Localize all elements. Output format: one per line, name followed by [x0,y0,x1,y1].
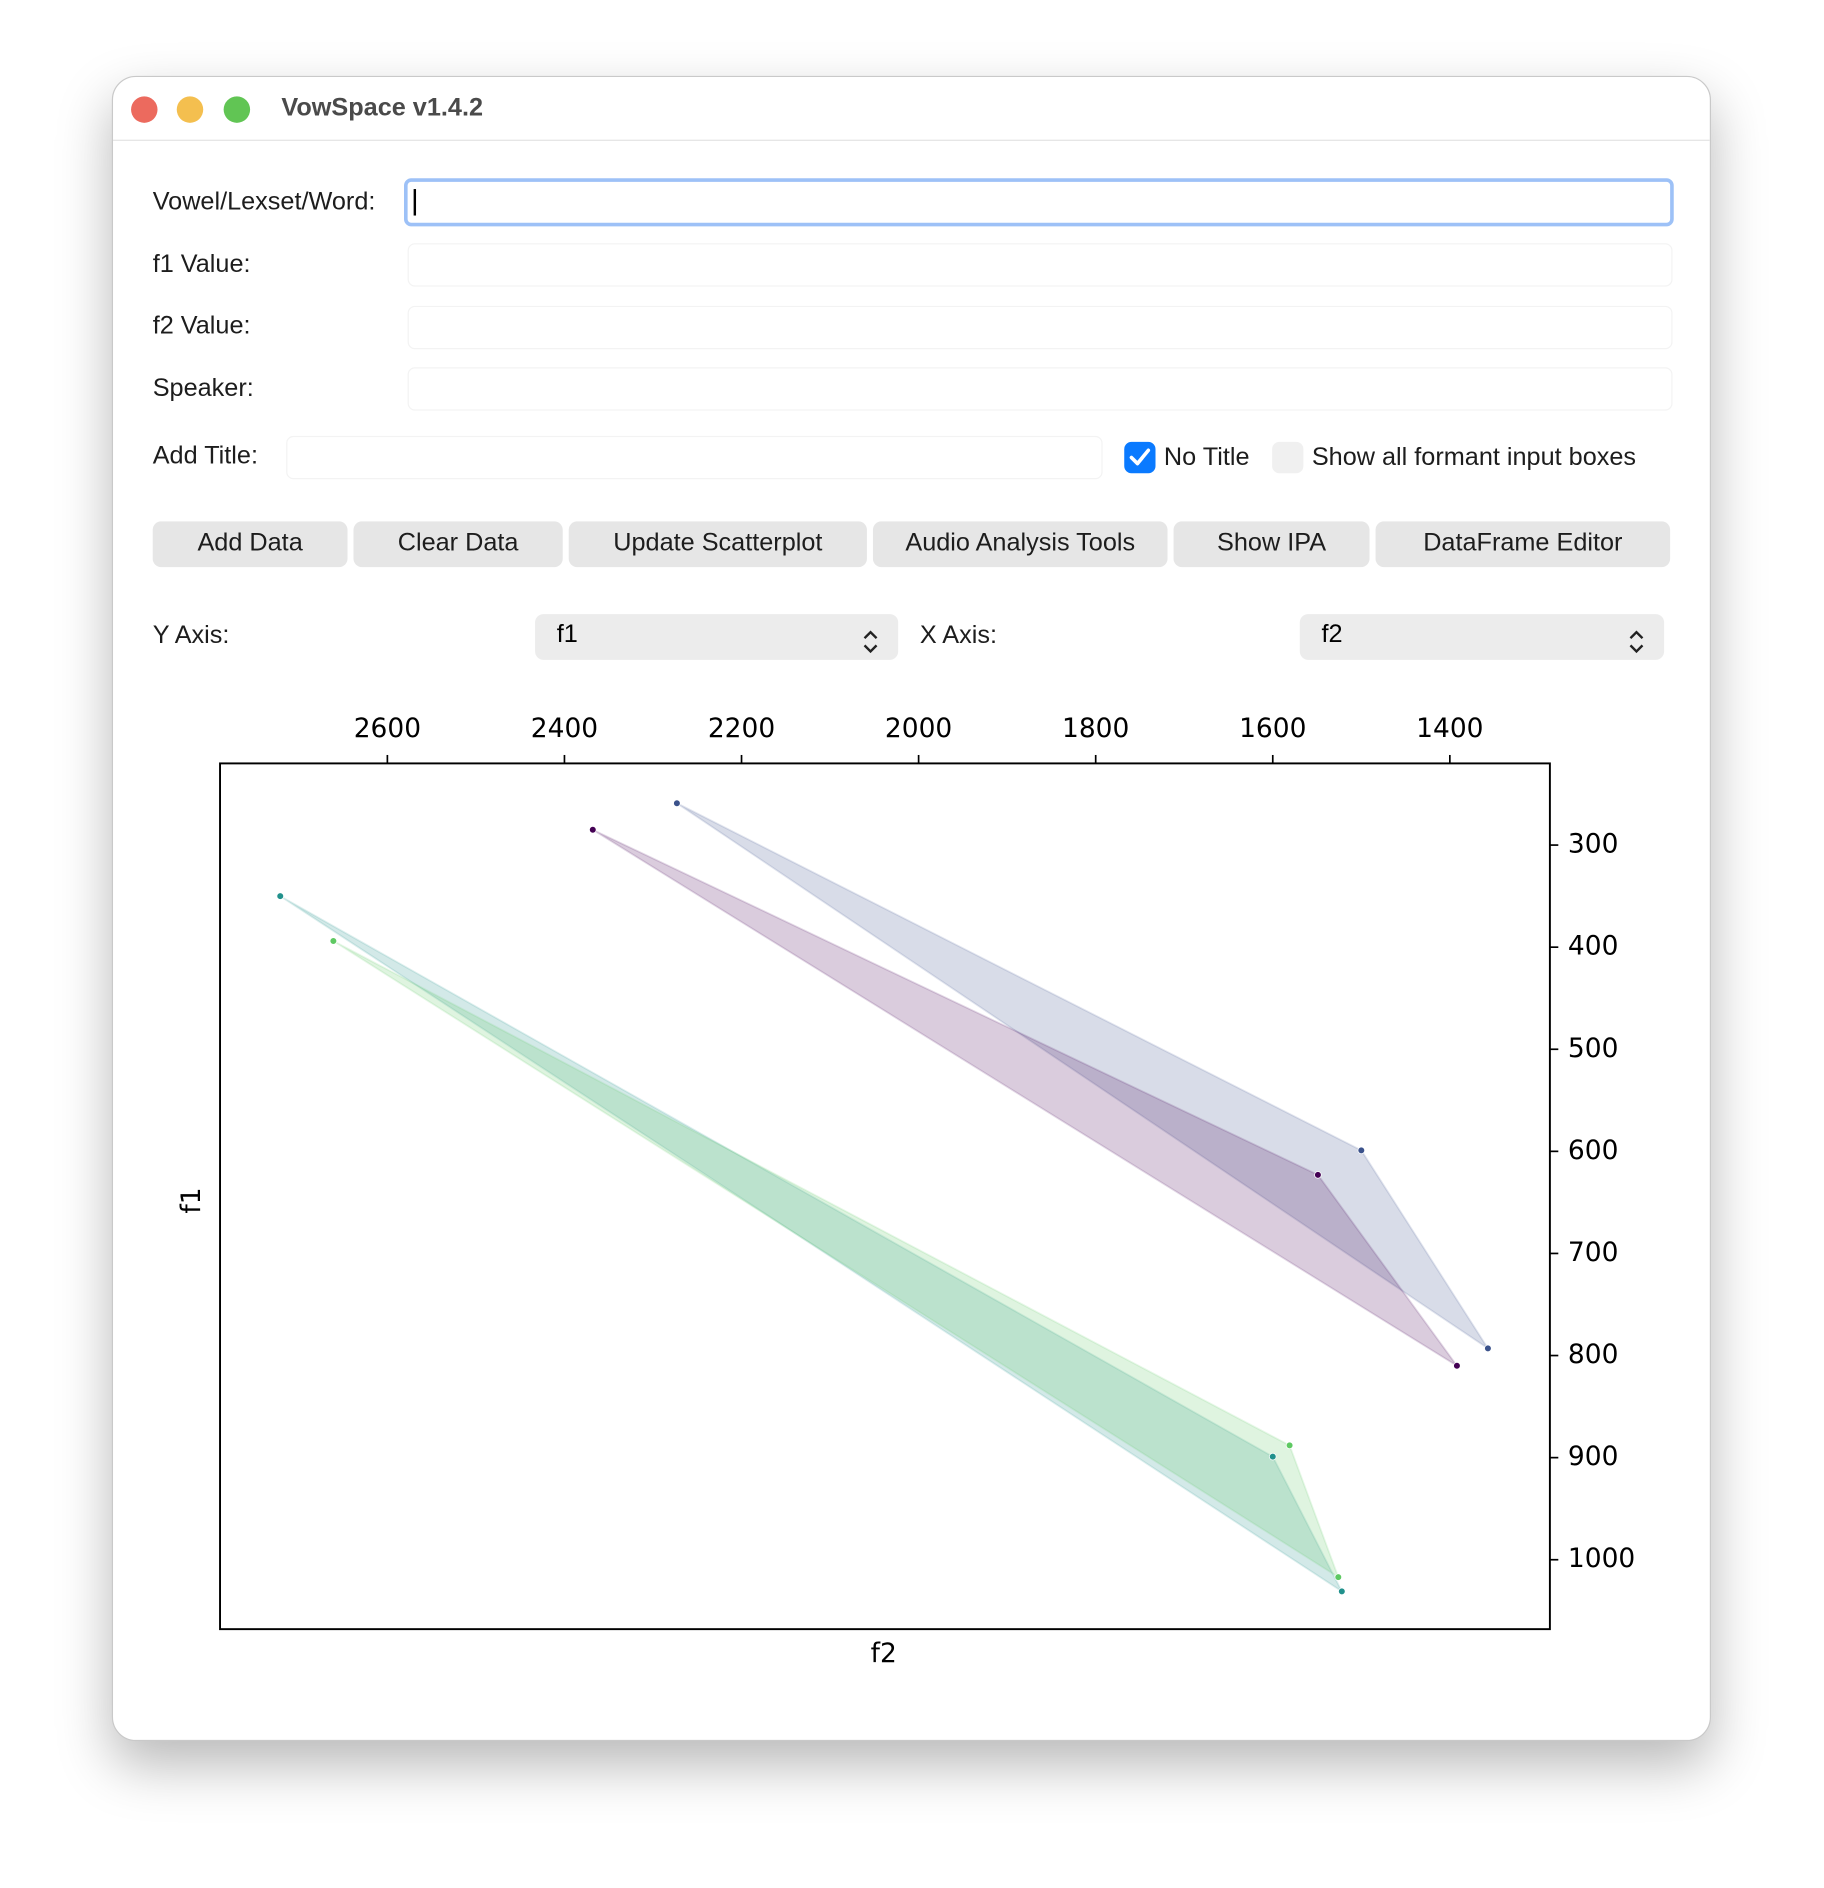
plot-frame [219,762,1551,1631]
vowel-space-area [676,802,1489,1350]
text-input[interactable] [407,305,1673,350]
field-label: Vowel/Lexset/Word: [152,187,376,216]
dropdown[interactable]: f2 [1299,614,1665,660]
checkbox[interactable] [1272,441,1304,474]
minimize-button[interactable] [176,96,204,123]
selector-label: Y Axis: [152,621,230,650]
y-tick-label: 500 [1568,1033,1618,1064]
x-tick-label: 2400 [531,713,598,744]
text-input[interactable] [407,367,1673,411]
y-tick-label: 400 [1568,931,1618,962]
field-label: f2 Value: [152,311,251,340]
data-point [276,892,284,900]
text-input[interactable] [407,243,1673,287]
window: VowSpace v1.4.2 Vowel/Lexset/Word: f1 Va… [111,75,1712,1742]
x-tick-label: 2200 [708,713,775,744]
dropdown-arrow [862,626,879,667]
text-input[interactable] [286,435,1103,480]
field-label: Add Title: [152,441,258,470]
vowel-space-area [279,895,1345,1594]
x-tick-label: 1400 [1416,713,1483,744]
x-tick-label: 1600 [1239,713,1306,744]
data-point [1334,1573,1343,1581]
data-point [1453,1362,1461,1370]
data-point [1357,1146,1366,1155]
field-label: Speaker: [152,374,254,403]
dropdown-value: f2 [1321,620,1343,648]
x-axis-label: f2 [871,1638,897,1669]
data-point [1484,1344,1492,1353]
button[interactable]: Audio Analysis Tools [872,521,1168,568]
y-tick-label: 700 [1568,1237,1618,1268]
title-bar: VowSpace v1.4.2 [113,77,1710,141]
vowel-space-area [332,940,1341,1580]
checkbox-label: No Title [1163,443,1250,471]
x-tick-label: 2600 [354,713,421,744]
y-tick-label: 800 [1568,1339,1618,1370]
y-axis-label: f1 [176,1187,207,1213]
dropdown-value: f1 [556,620,578,648]
button[interactable]: Show IPA [1173,521,1370,568]
zoom-button[interactable] [223,96,251,123]
button[interactable]: Add Data [152,521,348,568]
button[interactable]: DataFrame Editor [1375,521,1671,568]
checkbox[interactable] [1124,441,1156,474]
x-tick-label: 2000 [885,713,952,744]
y-tick-label: 900 [1568,1441,1618,1472]
data-point [1285,1441,1294,1450]
text-input[interactable] [404,178,1674,227]
data-point [1338,1587,1346,1596]
vowel-space-area [592,828,1458,1367]
button[interactable]: Clear Data [353,521,563,568]
data-point [589,826,597,834]
close-button[interactable] [131,96,158,123]
window-title: VowSpace v1.4.2 [281,93,484,122]
data-point [1314,1171,1322,1179]
dropdown-arrow [1628,626,1645,667]
checkmark [1129,448,1151,466]
data-point [1269,1452,1277,1461]
y-tick-label: 300 [1568,829,1618,860]
dropdown[interactable]: f1 [535,614,899,660]
x-tick-label: 1800 [1062,713,1129,744]
y-tick-label: 1000 [1568,1543,1635,1574]
checkbox-label: Show all formant input boxes [1311,443,1637,471]
field-label: f1 Value: [152,250,251,279]
data-point [329,937,338,945]
button[interactable]: Update Scatterplot [568,521,867,568]
y-tick-label: 600 [1568,1135,1618,1166]
data-point [673,799,681,807]
selector-label: X Axis: [919,621,998,650]
